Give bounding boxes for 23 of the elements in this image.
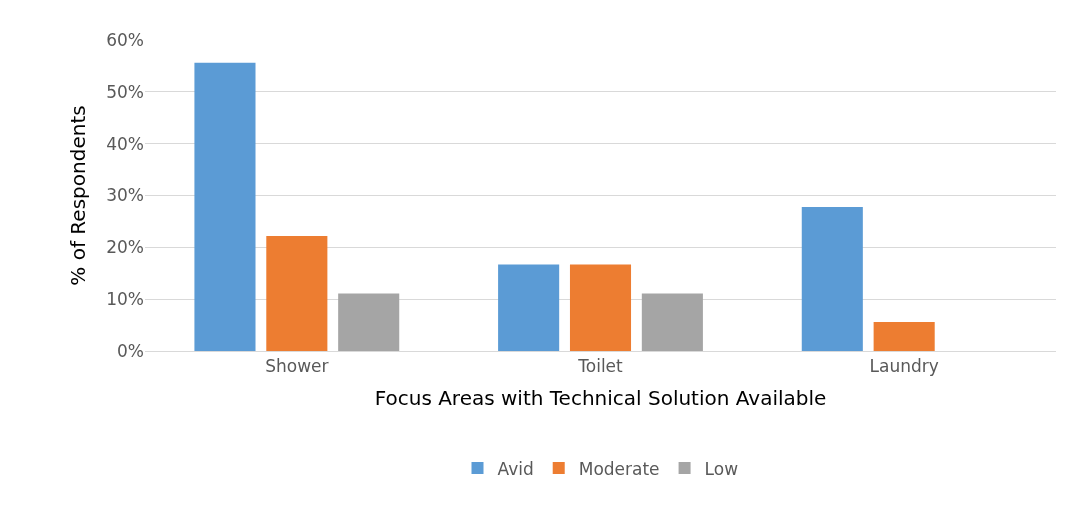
bar: [498, 264, 560, 351]
bar: [338, 293, 400, 351]
y-axis-title: % of Respondents: [65, 105, 90, 286]
x-axis-title: Focus Areas with Technical Solution Available: [374, 385, 827, 410]
y-tick-label: 0%: [117, 340, 144, 361]
bar: [569, 264, 632, 351]
bar: [873, 321, 935, 351]
legend-label: Low: [704, 458, 739, 479]
bar: [194, 62, 256, 351]
y-tick-label: 20%: [106, 237, 144, 258]
y-tick-label: 50%: [106, 81, 144, 102]
legend-label: Avid: [497, 458, 534, 479]
x-tick-label: Laundry: [869, 356, 939, 377]
y-tick-label: 40%: [106, 133, 144, 154]
y-tick-label: 30%: [106, 185, 144, 206]
bar: [801, 206, 863, 351]
legend-label: Moderate: [578, 458, 660, 479]
bar: [266, 235, 328, 351]
x-tick-label: Toilet: [577, 356, 624, 377]
y-tick-label: 10%: [106, 289, 144, 310]
bar: [641, 293, 703, 351]
x-tick-label: Shower: [265, 356, 329, 377]
y-tick-label: 60%: [106, 29, 144, 50]
